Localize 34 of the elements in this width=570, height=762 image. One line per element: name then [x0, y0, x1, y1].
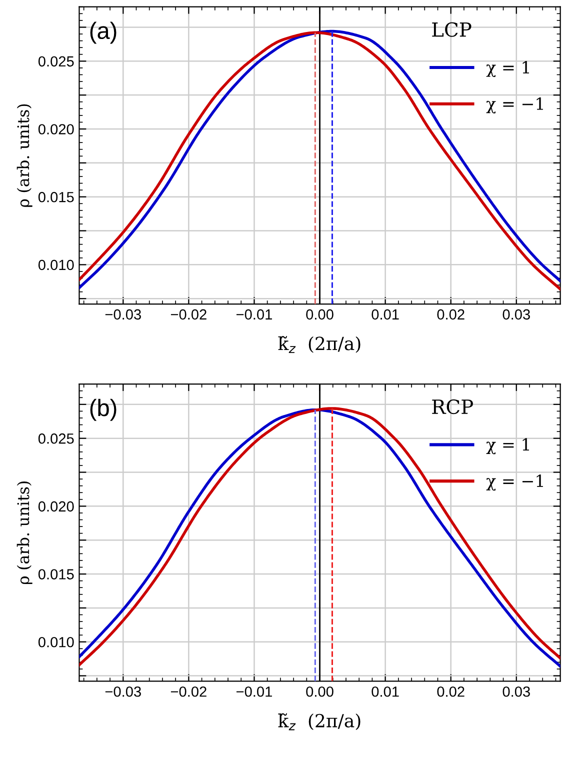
legend-title: LCP	[432, 22, 472, 37]
x-axis-title: k̃$_{z}$ (2π/a)	[278, 336, 360, 354]
y-tick-label: 0.020	[38, 501, 74, 512]
x-tick-label: 0.00	[306, 309, 334, 320]
y-axis-title: ρ (arb. units)	[16, 482, 32, 584]
y-tick-label: 0.020	[38, 124, 74, 134]
legend-label: χ = 1	[486, 438, 529, 454]
y-tick-label: 0.015	[38, 192, 74, 202]
legend-label: χ = 1	[486, 60, 529, 78]
x-tick-label: 0.01	[372, 686, 399, 697]
annotation: (b)	[90, 398, 116, 421]
y-axis-title: ρ (arb. units)	[16, 104, 32, 207]
x-tick-label: −0.03	[105, 309, 141, 320]
x-tick-label: 0.00	[306, 686, 334, 697]
y-tick-label: 0.025	[38, 56, 74, 67]
x-tick-label: −0.01	[236, 686, 272, 697]
legend-label: χ = −1	[486, 97, 543, 114]
x-axis-title: k̃$_{z}$ (2π/a)	[278, 713, 360, 730]
x-tick-label: 0.02	[437, 309, 464, 320]
x-tick-label: −0.02	[170, 686, 206, 697]
legend-title: RCP	[432, 399, 473, 414]
x-tick-label: −0.01	[236, 309, 272, 320]
y-tick-label: 0.010	[38, 636, 74, 648]
y-tick-label: 0.010	[38, 260, 74, 270]
y-tick-label: 0.015	[38, 569, 74, 580]
x-tick-label: 0.03	[502, 309, 530, 320]
x-tick-label: −0.02	[170, 309, 206, 320]
legend-label: χ = −1	[486, 474, 543, 491]
annotation: (a)	[90, 22, 116, 44]
x-tick-label: 0.03	[502, 686, 530, 697]
x-tick-label: 0.02	[437, 686, 464, 697]
x-tick-label: 0.01	[372, 309, 399, 320]
x-tick-label: −0.03	[105, 686, 141, 697]
y-tick-label: 0.025	[38, 433, 74, 444]
